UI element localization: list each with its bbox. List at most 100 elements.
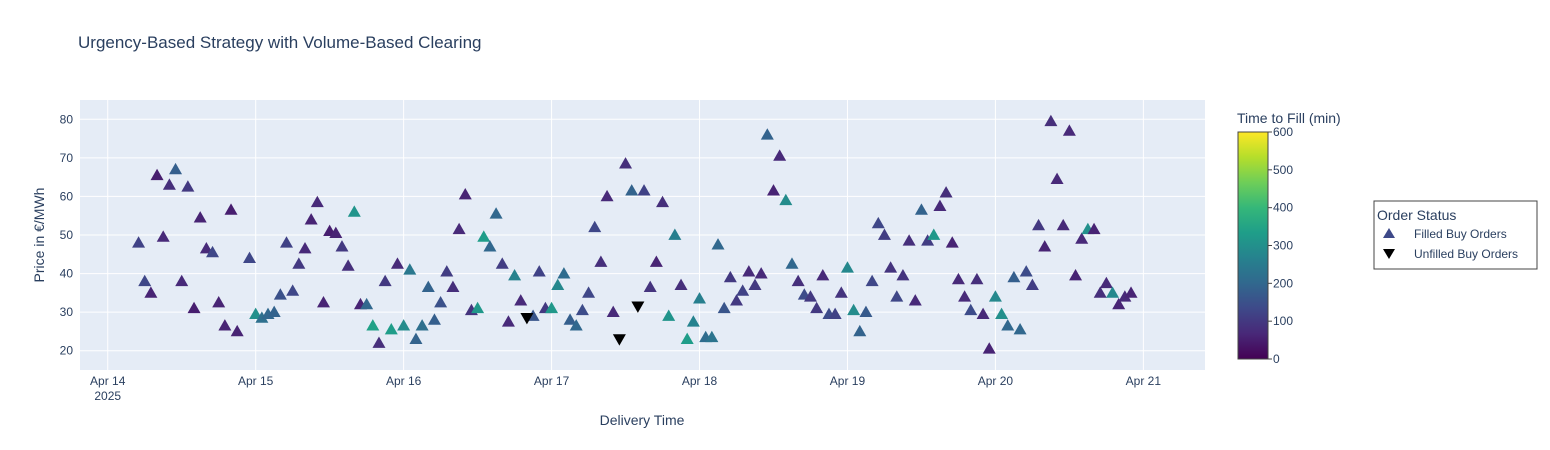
filled-order-marker (754, 267, 768, 279)
filled-order-marker (1025, 278, 1039, 291)
filled-order-marker (637, 184, 651, 196)
filled-order-marker (292, 257, 306, 269)
filled-order-marker (249, 307, 263, 319)
colorbar-tick-label: 400 (1273, 201, 1293, 215)
y-tick-label: 30 (60, 305, 74, 319)
legend[interactable]: Order Status Filled Buy Orders Unfilled … (1373, 200, 1538, 270)
filled-order-marker (372, 336, 386, 348)
y-tick-label: 20 (60, 344, 74, 358)
colorbar-tick-label: 300 (1273, 239, 1293, 253)
colorbar-tick-label: 500 (1273, 163, 1293, 177)
x-tick-label: Apr 18 (682, 374, 718, 388)
filled-order-marker (501, 315, 515, 327)
filled-order-marker (730, 294, 744, 306)
filled-order-marker (1124, 286, 1138, 298)
filled-order-marker (1044, 114, 1058, 127)
filled-order-marker (483, 240, 497, 252)
colorbar-ticks: 0 100 200 300 400 500 600 (1268, 125, 1293, 366)
filled-order-marker (409, 332, 423, 345)
filled-order-marker (378, 274, 392, 287)
x-tick-label: Apr 19 (830, 374, 866, 388)
filled-order-marker (896, 269, 910, 281)
filled-order-marker (834, 286, 848, 298)
filled-order-marker (310, 195, 324, 208)
filled-order-marker (557, 267, 571, 279)
legend-filled-label[interactable]: Filled Buy Orders (1414, 227, 1507, 241)
legend-unfilled-marker-icon (1383, 249, 1395, 259)
filled-order-marker (341, 259, 355, 271)
filled-order-marker (964, 303, 978, 316)
unfilled-order-marker (612, 334, 626, 346)
filled-order-marker (280, 236, 294, 248)
x-tick-label: Apr 14 (90, 374, 126, 388)
filled-order-marker (563, 313, 577, 325)
unfilled-order-marker (631, 301, 645, 313)
filled-order-marker (298, 242, 312, 254)
filled-order-marker (958, 290, 972, 302)
filled-order-marker (1007, 270, 1021, 283)
filled-order-marker (1069, 269, 1083, 281)
filled-order-marker (982, 342, 996, 354)
filled-order-marker (434, 296, 448, 308)
x-tick-sublabel: 2025 (94, 389, 121, 403)
filled-order-marker (1062, 124, 1076, 136)
filled-order-marker (286, 284, 300, 296)
filled-order-marker (384, 323, 398, 335)
filled-order-marker (921, 234, 935, 246)
filled-order-marker (1056, 218, 1070, 231)
filled-order-marker (668, 228, 682, 240)
filled-order-marker (588, 220, 602, 233)
filled-order-marker (360, 297, 374, 310)
filled-order-marker (397, 319, 411, 331)
filled-order-marker (816, 269, 830, 281)
filled-order-marker (871, 216, 885, 229)
filled-order-marker (181, 180, 195, 192)
filled-order-marker (742, 265, 756, 277)
filled-order-marker (828, 307, 842, 319)
colorbar-title: Time to Fill (min) (1237, 110, 1341, 126)
filled-order-marker (329, 226, 343, 238)
filled-order-marker (951, 272, 965, 285)
filled-order-marker (970, 272, 984, 285)
filled-order-marker (933, 199, 947, 211)
filled-order-marker (162, 178, 176, 190)
filled-order-marker (1013, 323, 1027, 335)
filled-order-marker (477, 230, 491, 242)
filled-order-marker (619, 157, 633, 169)
filled-order-marker (316, 296, 330, 308)
filled-order-marker (532, 265, 546, 277)
filled-order-marker (243, 251, 257, 264)
filled-order-marker (717, 301, 731, 314)
filled-order-marker (144, 286, 158, 298)
filled-order-marker (514, 294, 528, 306)
filled-order-marker (267, 305, 281, 318)
filled-order-marker (847, 303, 861, 316)
filled-order-marker (1001, 319, 1015, 331)
filled-order-marker (711, 238, 725, 250)
filled-order-marker (175, 274, 189, 287)
filled-order-marker (304, 213, 318, 225)
filled-order-marker (187, 301, 201, 314)
filled-order-marker (594, 255, 608, 267)
filled-order-marker (452, 222, 466, 235)
filled-order-marker (415, 319, 429, 331)
x-tick-label: Apr 17 (534, 374, 570, 388)
filled-order-marker (458, 188, 472, 200)
x-axis-title: Delivery Time (600, 412, 685, 428)
x-tick-label: Apr 16 (386, 374, 422, 388)
x-tick-label: Apr 21 (1126, 374, 1162, 388)
filled-order-marker (1075, 232, 1089, 244)
filled-order-marker (945, 236, 959, 248)
filled-order-marker (575, 303, 589, 316)
filled-order-marker (686, 315, 700, 327)
filled-order-marker (1106, 286, 1120, 298)
filled-order-marker (791, 274, 805, 287)
filled-order-marker (625, 184, 639, 196)
filled-order-marker (582, 286, 596, 298)
filled-order-marker (656, 195, 670, 208)
filled-order-marker (489, 207, 503, 219)
filled-order-marker (1087, 222, 1101, 235)
legend-unfilled-label[interactable]: Unfilled Buy Orders (1414, 247, 1518, 261)
filled-order-marker (890, 290, 904, 302)
